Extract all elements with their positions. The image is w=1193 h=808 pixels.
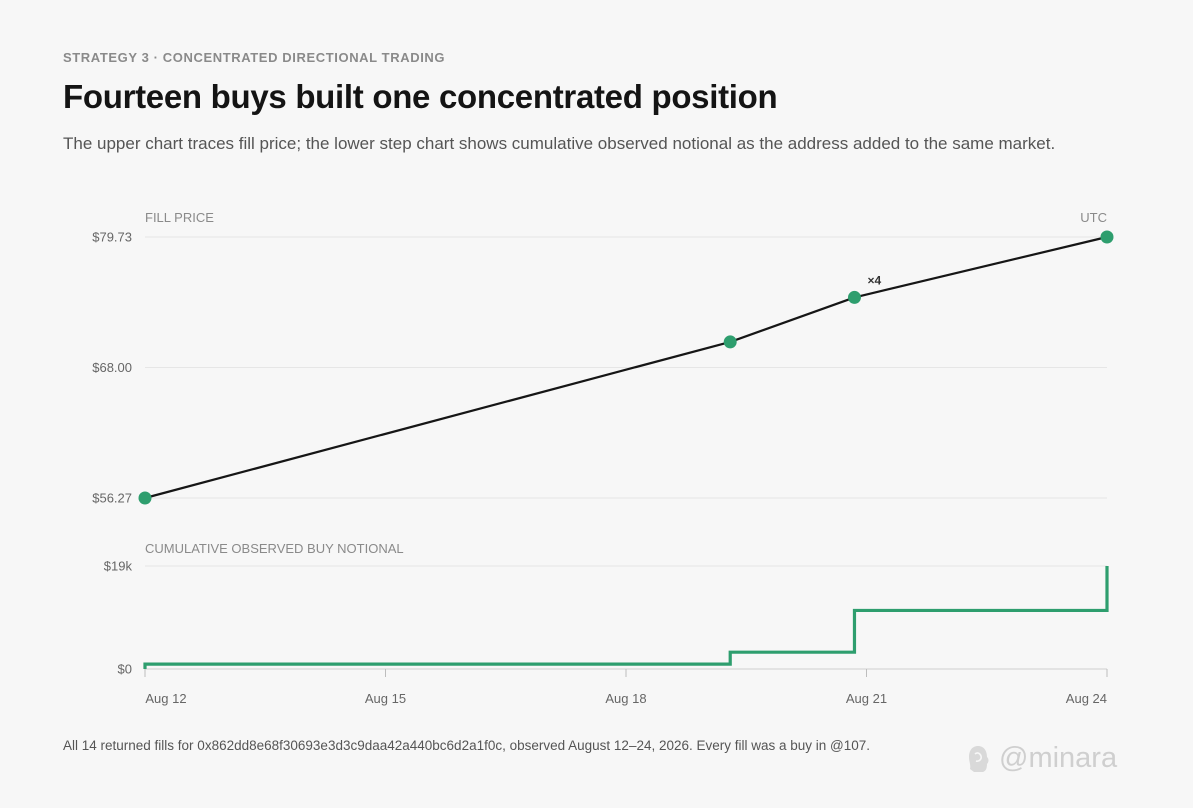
price-point-label: ×4 xyxy=(867,273,881,287)
price-point xyxy=(723,335,737,349)
notional-tick-label: $0 xyxy=(118,662,132,677)
x-tick-label: Aug 18 xyxy=(605,691,646,706)
footnote: All 14 returned fills for 0x862dd8e68f30… xyxy=(63,738,871,753)
price-panel-label: FILL PRICE xyxy=(145,210,214,225)
price-tick-label: $68.00 xyxy=(92,360,132,375)
x-tick-label: Aug 12 xyxy=(145,691,186,706)
timezone-label: UTC xyxy=(1080,210,1107,225)
x-tick-label: Aug 15 xyxy=(365,691,406,706)
price-point xyxy=(138,491,152,505)
price-point xyxy=(1100,230,1114,244)
notional-tick-label: $19k xyxy=(104,559,133,574)
price-tick-label: $79.73 xyxy=(92,230,132,245)
x-tick-label: Aug 21 xyxy=(846,691,887,706)
brand-text: @minara xyxy=(999,742,1118,774)
notional-panel-label: CUMULATIVE OBSERVED BUY NOTIONAL xyxy=(145,541,404,556)
price-point xyxy=(847,290,861,304)
price-tick-label: $56.27 xyxy=(92,491,132,506)
price-series-line xyxy=(144,235,1108,500)
notional-step-line xyxy=(143,566,1109,669)
eyebrow: STRATEGY 3 · CONCENTRATED DIRECTIONAL TR… xyxy=(63,50,446,65)
x-axis: Aug 12 Aug 15 Aug 18 Aug 21 Aug 24 xyxy=(144,669,1108,706)
price-panel: FILL PRICE UTC $79.73 $68.00 $56.27 ×4 xyxy=(92,210,1114,506)
x-tick-label: Aug 24 xyxy=(1066,691,1107,706)
brand-watermark: @minara xyxy=(965,742,1117,775)
notional-panel: CUMULATIVE OBSERVED BUY NOTIONAL $19k $0 xyxy=(104,541,1109,677)
page-title: Fourteen buys built one concentrated pos… xyxy=(63,78,778,115)
minara-logo-icon xyxy=(969,745,989,772)
subtitle: The upper chart traces fill price; the l… xyxy=(63,134,1056,153)
